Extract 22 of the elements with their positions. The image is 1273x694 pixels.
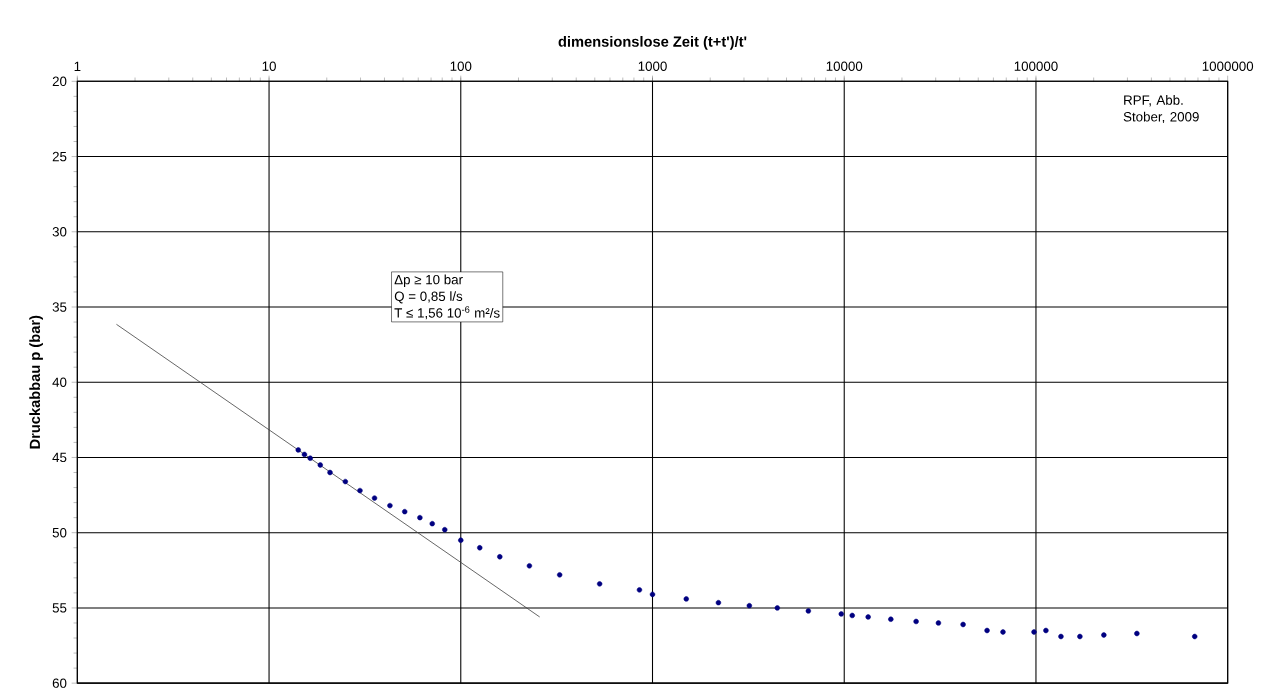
x-tick-label: 1000000 xyxy=(1202,61,1254,72)
y-axis-title: Druckabbau p (bar) xyxy=(29,315,43,449)
x-tick-label: 1 xyxy=(74,61,81,72)
y-tick-label: 30 xyxy=(52,227,67,237)
x-tick-label: 100000 xyxy=(1014,61,1058,72)
y-tick-label: 25 xyxy=(52,151,67,162)
annotation: RPF, Abb. Stober, 2009 xyxy=(1123,95,1199,124)
y-tick-label: 45 xyxy=(52,452,67,463)
y-tick-label: 55 xyxy=(52,603,67,613)
x-tick-label: 10 xyxy=(262,61,276,72)
y-tick-label: 20 xyxy=(52,76,67,87)
x-axis-title: dimensionslose Zeit (t+t')/t' xyxy=(558,36,747,50)
y-tick-label: 35 xyxy=(52,302,67,312)
y-tick-label: 40 xyxy=(52,377,67,388)
annotation: T ≤ 1,56 10$^{-6}$ m²/s xyxy=(394,306,500,320)
x-tick-label: 1000 xyxy=(638,61,667,72)
x-tick-label: 100 xyxy=(450,61,472,72)
y-tick-label: 50 xyxy=(52,528,67,538)
y-tick-label: 60 xyxy=(52,678,67,688)
annotation: Δp ≥ 10 bar xyxy=(394,274,463,288)
x-tick-label: 10000 xyxy=(826,61,863,72)
annotation: Q = 0,85 l/s xyxy=(394,291,463,304)
